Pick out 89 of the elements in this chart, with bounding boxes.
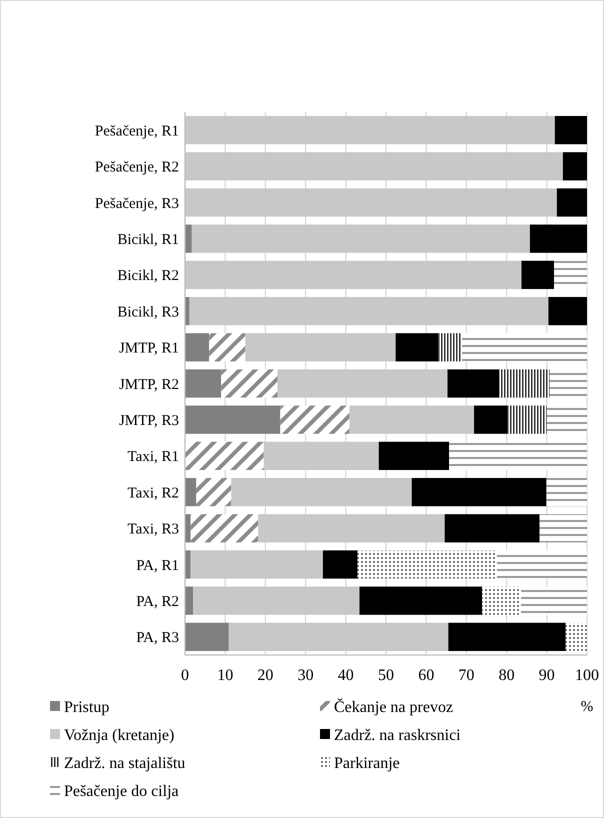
y-tick-label: JMTP, R3: [118, 412, 179, 429]
y-tick-label: Pešačenje, R1: [94, 123, 179, 140]
bar: [396, 333, 438, 362]
bar: [449, 442, 587, 470]
bar: [550, 369, 587, 398]
legend-label: Pešačenje do cilja: [64, 783, 179, 800]
bar: [185, 369, 222, 398]
y-tick-label: PA, R3: [136, 630, 179, 646]
legend-label: Parkiranje: [334, 755, 400, 772]
bar: [190, 514, 258, 542]
bar: [378, 442, 450, 470]
bar: [349, 406, 474, 434]
bar: [280, 406, 350, 434]
bar: [185, 478, 196, 506]
bar: [546, 406, 587, 434]
bar: [258, 514, 445, 542]
bar: [530, 224, 587, 253]
bar: [548, 296, 587, 326]
bar: [185, 586, 194, 615]
bar: [462, 333, 587, 362]
bar: [546, 478, 587, 506]
bar: [521, 260, 554, 290]
x-tick-label: 50: [378, 667, 394, 684]
y-tick-label: Bicikl, R2: [117, 268, 179, 284]
bar: [264, 442, 379, 470]
y-tick-label: Taxi, R1: [128, 449, 179, 466]
bar: [507, 406, 547, 434]
x-tick-label: 90: [538, 667, 555, 684]
bar: [448, 369, 500, 398]
bar: [499, 369, 550, 398]
bar: [444, 514, 540, 542]
x-tick-label: 80: [498, 667, 515, 684]
x-tick-label: 20: [257, 667, 274, 684]
bar: [521, 586, 587, 615]
bar: [438, 333, 462, 362]
y-tick-label: JMTP, R2: [118, 376, 179, 393]
bar: [357, 550, 497, 579]
y-tick-label: Pešačenje, R2: [94, 160, 179, 176]
bar: [190, 550, 323, 579]
bar: [322, 550, 358, 579]
y-tick-label: JMTP, R1: [118, 340, 179, 357]
y-tick-label: Bicikl, R3: [117, 304, 179, 320]
bar: [231, 478, 412, 506]
bar: [562, 152, 587, 180]
x-tick-label: 100: [575, 667, 599, 684]
x-tick-label: 60: [418, 667, 434, 684]
x-tick-label: 70: [458, 667, 474, 684]
legend-label: Čekanje na prevoz: [334, 698, 454, 716]
y-tick-label: PA, R1: [136, 558, 179, 574]
bar: [474, 406, 507, 434]
bar: [448, 622, 566, 652]
bar: [245, 333, 396, 362]
bar: [192, 224, 530, 253]
y-tick-label: PA, R2: [136, 594, 179, 610]
y-tick-label: Pešačenje, R3: [94, 196, 179, 212]
bar: [185, 333, 210, 362]
bar: [221, 369, 278, 398]
x-tick-label: 10: [217, 667, 234, 684]
bar: [185, 406, 280, 434]
legend-label: Zadrž. na raskrsnici: [334, 727, 462, 744]
y-tick-label: Taxi, R2: [128, 485, 179, 502]
x-tick-label: 0: [181, 667, 189, 684]
x-tick-label: 40: [338, 667, 354, 684]
bar: [412, 478, 546, 506]
bar: [185, 442, 264, 470]
x-axis-title: %: [580, 699, 594, 715]
y-tick-label: Bicikl, R1: [117, 232, 179, 248]
bar: [185, 622, 229, 652]
x-tick-label: 30: [298, 667, 314, 684]
bar: [496, 550, 587, 579]
bar: [554, 260, 587, 290]
bar: [540, 514, 587, 542]
bar: [209, 333, 246, 362]
bar: [277, 369, 448, 398]
bar: [566, 622, 587, 652]
bar: [556, 188, 587, 217]
bar: [185, 224, 192, 253]
bar: [189, 296, 548, 326]
legend-label: Pristup: [64, 699, 110, 716]
legend-label: Zadrž. na stajalištu: [64, 755, 186, 772]
bar: [193, 586, 360, 615]
y-tick-label: Taxi, R3: [128, 522, 179, 538]
bar: [185, 296, 190, 326]
bar: [196, 478, 232, 506]
bar: [228, 622, 448, 652]
bar: [554, 116, 587, 144]
bar: [359, 586, 482, 615]
bar: [185, 514, 191, 542]
legend-label: Vožnja (kretanje): [64, 727, 174, 744]
